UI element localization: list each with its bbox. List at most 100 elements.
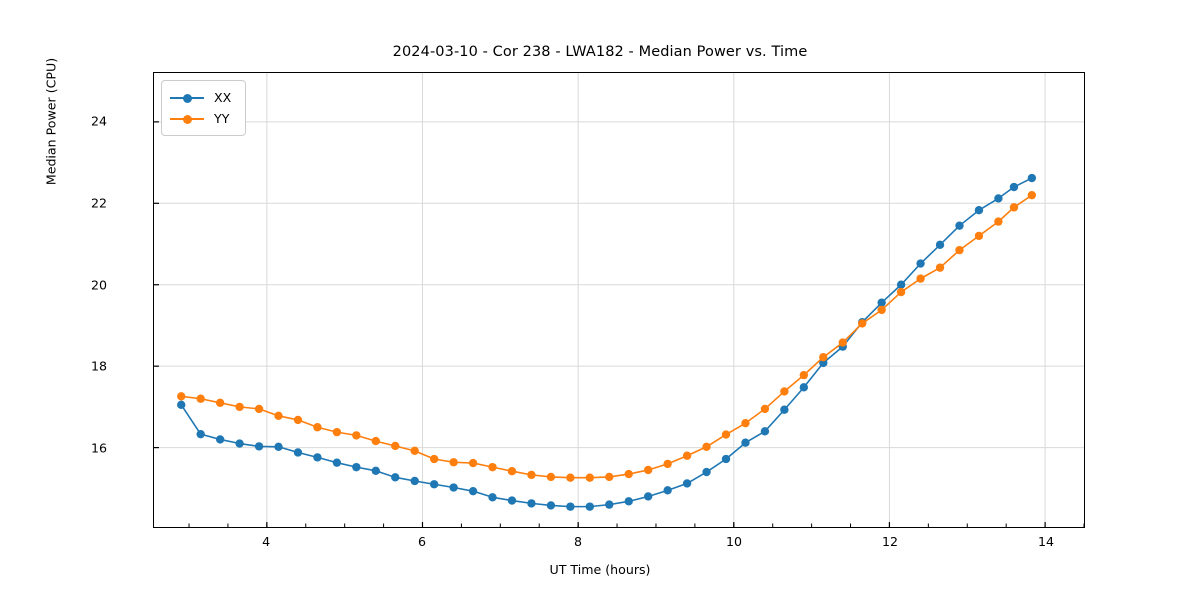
data-point — [352, 431, 361, 440]
data-point — [935, 240, 945, 250]
data-point — [838, 338, 847, 347]
data-point — [682, 451, 692, 460]
data-point — [371, 436, 380, 446]
data-point — [877, 298, 886, 307]
data-point — [391, 473, 400, 482]
legend-item-yy[interactable]: YY — [170, 108, 236, 129]
series-yy — [177, 190, 1037, 482]
y-tick-label: 18 — [90, 358, 107, 374]
data-point — [410, 446, 419, 456]
data-point — [274, 411, 283, 421]
data-point — [488, 462, 497, 472]
data-point — [468, 486, 478, 496]
x-tick-label: 6 — [418, 534, 427, 549]
data-point — [177, 392, 186, 401]
data-point — [974, 231, 984, 241]
data-point — [1009, 203, 1019, 212]
data-point — [449, 458, 458, 467]
legend-label-xx: XX — [214, 90, 232, 105]
data-point — [429, 454, 439, 464]
data-point — [760, 404, 770, 414]
data-point — [585, 473, 595, 482]
data-point — [605, 500, 614, 509]
data-point — [566, 473, 575, 482]
data-point — [215, 435, 225, 444]
data-point — [702, 442, 711, 451]
series-line-xx — [180, 177, 1033, 508]
legend-item-xx[interactable]: XX — [170, 87, 236, 108]
data-point — [799, 370, 809, 380]
data-point — [994, 194, 1003, 203]
data-point — [546, 501, 556, 510]
data-point — [429, 480, 439, 489]
data-point — [293, 448, 303, 457]
x-tick-label: 12 — [882, 534, 899, 549]
data-point — [488, 493, 497, 502]
plot-area — [153, 72, 1085, 528]
data-point — [916, 259, 925, 268]
data-point — [566, 502, 575, 511]
data-point — [643, 465, 653, 475]
data-point — [177, 400, 186, 410]
data-point — [468, 458, 478, 468]
data-point — [741, 418, 750, 428]
data-point — [391, 441, 400, 451]
data-point — [877, 305, 886, 315]
data-point — [760, 427, 770, 436]
y-axis-label: Median Power (CPU) — [43, 57, 59, 186]
data-point — [799, 383, 809, 392]
chart-legend: XX YY — [161, 80, 246, 136]
data-point — [624, 469, 633, 479]
series-layer — [177, 173, 1037, 511]
data-point — [585, 502, 595, 511]
data-point — [352, 462, 361, 472]
data-point — [196, 394, 205, 403]
data-point — [624, 497, 633, 506]
data-point — [721, 454, 731, 464]
data-point — [819, 353, 828, 362]
x-tick-label: 10 — [726, 534, 743, 549]
data-point — [1027, 190, 1037, 200]
data-point — [935, 263, 945, 272]
x-axis-label: UT Time (hours) — [549, 562, 651, 577]
data-point — [1009, 182, 1019, 192]
data-point — [332, 427, 342, 437]
grid-layer — [154, 73, 1085, 527]
y-tick-label: 16 — [90, 440, 107, 456]
data-point — [702, 467, 711, 477]
data-point — [527, 499, 536, 508]
data-point — [235, 439, 244, 448]
data-point — [741, 438, 750, 447]
data-point — [896, 280, 906, 289]
data-point — [663, 486, 672, 495]
x-tick-label: 8 — [574, 534, 583, 549]
data-point — [313, 453, 322, 462]
data-point — [663, 459, 672, 469]
legend-swatch-xx — [170, 91, 204, 105]
data-point — [994, 217, 1003, 226]
series-xx — [177, 173, 1037, 511]
data-point — [527, 470, 536, 480]
series-line-yy — [180, 194, 1033, 479]
chart-title: 2024-03-10 - Cor 238 - LWA182 - Median P… — [392, 44, 808, 60]
data-point — [955, 245, 964, 255]
legend-label-yy: YY — [214, 111, 230, 126]
y-tick-label: 22 — [90, 195, 107, 211]
data-point — [682, 479, 692, 488]
data-point — [371, 466, 380, 475]
axis-ticks — [154, 121, 1085, 527]
data-point — [605, 472, 614, 482]
data-point — [858, 319, 867, 328]
data-point — [507, 467, 517, 476]
data-point — [410, 476, 419, 486]
data-point — [274, 442, 283, 451]
data-point — [780, 387, 789, 396]
data-point — [896, 287, 906, 297]
data-point — [254, 442, 264, 451]
data-point — [546, 472, 556, 482]
data-point — [643, 492, 653, 501]
data-point — [974, 206, 984, 215]
legend-swatch-yy — [170, 112, 204, 126]
data-point — [235, 402, 244, 412]
